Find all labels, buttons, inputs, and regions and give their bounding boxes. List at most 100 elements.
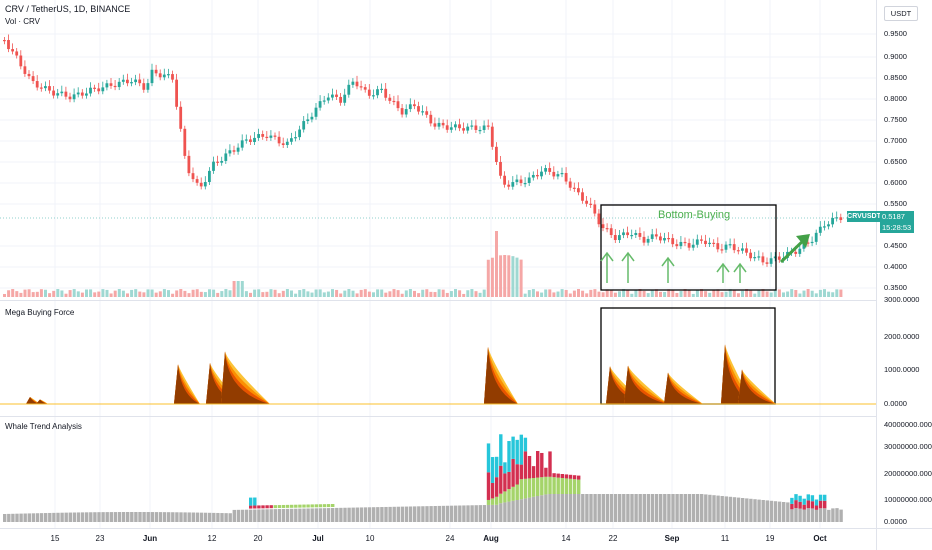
- volume-bar: [367, 291, 371, 297]
- volume-bar: [515, 257, 519, 297]
- volume-bar: [646, 293, 650, 297]
- whale-bar: [638, 494, 642, 522]
- candle-body: [171, 74, 174, 80]
- candle-body: [101, 87, 105, 92]
- whale-bar-small: [257, 505, 261, 509]
- volume-bar: [712, 289, 716, 297]
- candle-body: [490, 126, 494, 147]
- volume-bar: [486, 259, 490, 297]
- whale-bar: [597, 494, 601, 522]
- volume-bar: [827, 291, 831, 297]
- pane-separator: [0, 416, 876, 417]
- whale-bar: [589, 494, 593, 522]
- whale-bar: [7, 513, 11, 522]
- volume-bar: [417, 293, 421, 297]
- candle-body: [175, 79, 178, 107]
- whale-bar: [691, 494, 696, 522]
- candle-body: [462, 128, 465, 131]
- whale-bar: [773, 501, 778, 522]
- whale-bar: [326, 508, 331, 522]
- candle-body: [458, 124, 461, 129]
- whale-bar-red: [519, 464, 523, 480]
- volume-bar: [700, 289, 703, 297]
- whale-bar-red: [523, 451, 528, 479]
- x-axis-tick: 15: [50, 534, 60, 543]
- bottom-buying-box: [600, 204, 777, 291]
- x-axis-tick: Oct: [813, 534, 827, 543]
- whale-bar-small: [302, 504, 306, 508]
- volume-bar: [101, 289, 105, 297]
- candle-body: [64, 91, 68, 97]
- whale-bar: [52, 512, 56, 522]
- whale-bar: [60, 512, 64, 522]
- chart-canvas[interactable]: [0, 0, 876, 528]
- candle-body: [671, 238, 675, 245]
- whale-bar: [753, 499, 757, 522]
- candle-body: [474, 125, 478, 130]
- x-axis-tick: 19: [765, 534, 775, 543]
- whale-pane-title[interactable]: Whale Trend Analysis: [5, 422, 82, 431]
- volume-bar: [326, 291, 330, 297]
- volume-bar: [736, 293, 740, 297]
- whale-bar: [675, 494, 679, 522]
- mega-pane-title[interactable]: Mega Buying Force: [5, 308, 75, 317]
- x-axis-tick: Jun: [142, 534, 158, 543]
- volume-bar: [281, 290, 285, 297]
- currency-button[interactable]: USDT: [884, 6, 918, 21]
- volume-bar: [605, 289, 609, 297]
- whale-bar: [818, 508, 823, 522]
- whale-bar-red: [568, 474, 573, 479]
- whale-bar: [138, 512, 142, 522]
- whale-bar: [27, 513, 31, 522]
- volume-bar: [659, 291, 662, 297]
- candle-body: [212, 161, 215, 171]
- volume-bar: [404, 290, 408, 297]
- volume-bar: [339, 293, 343, 297]
- whale-bar: [724, 496, 728, 522]
- volume-bar: [454, 289, 457, 297]
- volume-bar: [3, 294, 6, 297]
- candle-body: [220, 160, 224, 163]
- whale-bar-cyan: [802, 498, 806, 505]
- whale-bar: [511, 500, 515, 522]
- whale-bar-small: [249, 505, 253, 509]
- volume-bar: [544, 289, 548, 297]
- whale-bar: [117, 512, 122, 522]
- whale-bar: [622, 494, 626, 522]
- whale-bar: [347, 507, 351, 522]
- whale-bar-red: [495, 477, 499, 497]
- candle-body: [343, 94, 347, 103]
- whale-bar-cyan: [818, 494, 823, 501]
- whale-bar: [97, 512, 101, 522]
- candle-body: [359, 86, 363, 88]
- candle-body: [408, 104, 412, 110]
- whale-bar: [343, 507, 347, 522]
- volume-bar: [113, 290, 117, 297]
- volume-bar: [499, 255, 503, 297]
- whale-bar-red: [810, 501, 815, 509]
- whale-bar: [417, 506, 421, 522]
- whale-bar-red: [544, 467, 548, 477]
- candle-body: [741, 248, 744, 251]
- volume-bar: [384, 292, 388, 297]
- volume-bar: [27, 289, 31, 297]
- symbol-title[interactable]: CRV / TetherUS, 1D, BINANCE: [5, 4, 131, 14]
- volume-bar: [630, 293, 634, 297]
- whale-bar-green: [519, 479, 523, 500]
- volume-bar: [109, 293, 113, 297]
- candle-body: [659, 236, 662, 241]
- whale-bar-red: [552, 473, 556, 478]
- candle-body: [437, 122, 441, 127]
- candle-body: [417, 106, 420, 112]
- whale-bar-small: [331, 504, 335, 507]
- whale-bar-small: [269, 505, 273, 509]
- whale-bar-small: [318, 504, 323, 508]
- candle-body: [89, 87, 92, 94]
- green-arrows: [600, 234, 810, 283]
- volume-bar: [179, 289, 183, 297]
- volume-bar: [175, 290, 179, 297]
- volume-bar: [117, 289, 121, 297]
- whale-bar: [15, 513, 19, 522]
- volume-label[interactable]: Vol · CRV: [5, 17, 40, 26]
- volume-bar: [490, 257, 494, 297]
